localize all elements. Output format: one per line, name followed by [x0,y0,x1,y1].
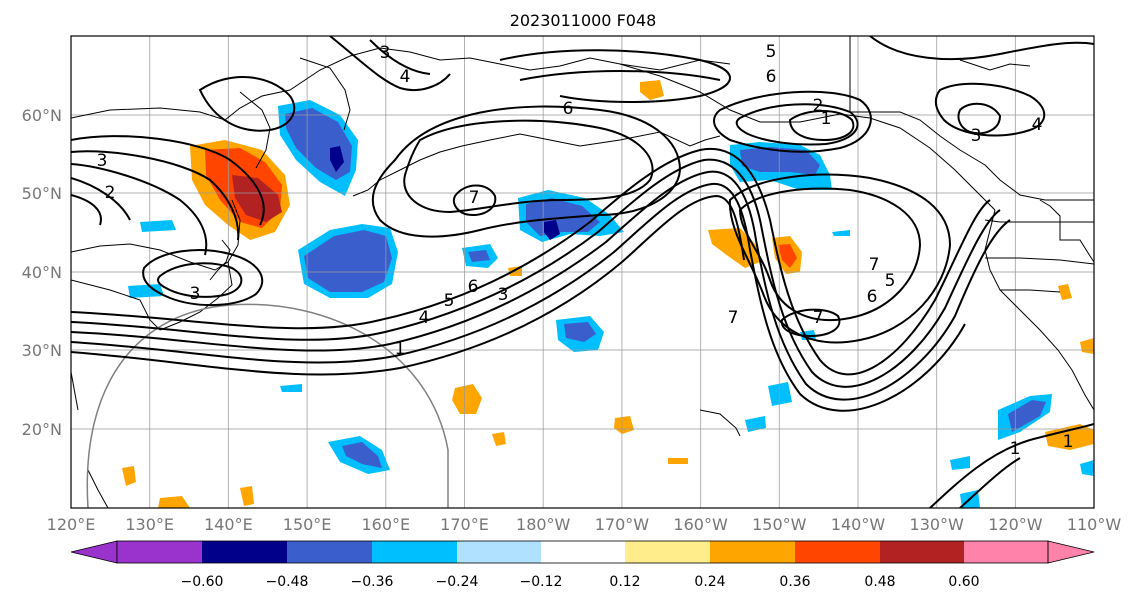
contour-label: 5 [885,271,896,291]
colorbar-high-extend [1047,540,1095,564]
lon-label: 130°W [910,515,965,534]
contour-label: 5 [444,291,455,311]
map-frame [70,35,1095,509]
colorbar-segment [541,541,625,563]
contour-labels: 3 4 5 6 6 2 1 2 3 7 3 4 5 6 3 1 7 6 5 7 [97,42,1074,459]
longitude-labels: 120°E 130°E 140°E 150°E 160°E 170°E 180°… [47,515,1122,534]
height-contours [71,36,1094,508]
colorbar-tick-label: −0.36 [351,574,394,590]
contour-label: 1 [1063,432,1074,452]
latitude-labels: 60°N 50°N 40°N 30°N 20°N [22,106,62,439]
colorbar-tick-label: 0.60 [948,574,979,590]
contour-label: 4 [1032,115,1043,135]
contour-label: 6 [563,99,574,119]
range-ring [86,303,449,508]
contour-label: 3 [97,151,108,171]
lat-label-40n: 40°N [22,263,62,282]
contour-label: 2 [105,183,116,203]
colorbar: −0.60 −0.48 −0.36 −0.24 −0.12 0.12 0.24 … [70,540,1095,590]
contour-label: 3 [190,284,201,304]
colorbar-tick-label: 0.24 [694,574,725,590]
contour-label: 3 [380,43,391,63]
colorbar-tick-label: −0.12 [520,574,563,590]
lat-label-50n: 50°N [22,184,62,203]
lat-label-20n: 20°N [22,420,62,439]
colorbar-segment [625,541,710,563]
colorbar-segment [795,541,880,563]
lon-label: 140°W [831,515,886,534]
contour-label: 1 [395,339,406,359]
contour-label: 7 [728,308,739,328]
contour-label: 4 [419,308,430,328]
colorbar-tick-label: −0.60 [181,574,224,590]
colorbar-segment [457,541,541,563]
contour-label: 1 [1010,439,1021,459]
colorbar-segment [117,541,202,563]
lon-label: 170°E [440,515,489,534]
contour-label: 7 [869,255,880,275]
colorbar-tick-label: 0.12 [609,574,640,590]
lon-label: 140°E [204,515,253,534]
lon-label: 130°E [125,515,174,534]
colorbar-segment [372,541,457,563]
lat-label-60n: 60°N [22,106,62,125]
lon-label: 160°W [673,515,728,534]
colorbar-segment [287,541,372,563]
figure-title: 2023011000 F048 [510,11,657,30]
contour-label: 4 [400,67,411,87]
colorbar-tick-label: 0.48 [864,574,895,590]
colorbar-frame [116,540,1049,564]
contour-label: 3 [971,126,982,146]
colorbar-segment [710,541,795,563]
contour-label: 7 [813,308,824,328]
graticule [71,36,1094,508]
lon-label: 150°W [752,515,807,534]
colorbar-low-extend [70,540,118,564]
lon-label: 120°W [988,515,1043,534]
lon-label: 160°E [361,515,410,534]
contour-label: 2 [813,96,824,116]
lon-label: 170°W [595,515,650,534]
colorbar-segment [964,541,1048,563]
colorbar-segment [202,541,287,563]
colorbar-tick-label: −0.24 [436,574,479,590]
colorbar-segment [880,541,964,563]
contour-label: 6 [468,277,479,297]
colorbar-tick-label: −0.48 [266,574,309,590]
lon-label: 150°E [283,515,332,534]
lon-label: 120°E [47,515,96,534]
contour-label: 3 [498,285,509,305]
map-panel: 3 4 5 6 6 2 1 2 3 7 3 4 5 6 3 1 7 6 5 7 [70,35,1095,509]
lat-label-30n: 30°N [22,341,62,360]
contour-label: 7 [469,188,480,208]
colorbar-tick-label: 0.36 [779,574,810,590]
lon-label: 110°W [1067,515,1122,534]
contour-label: 6 [867,287,878,307]
contour-label: 5 [766,42,777,62]
contour-label: 6 [766,67,777,87]
contour-label: 1 [821,109,832,129]
lon-label: 180°W [516,515,571,534]
negative-anomaly-shading [128,100,1094,508]
